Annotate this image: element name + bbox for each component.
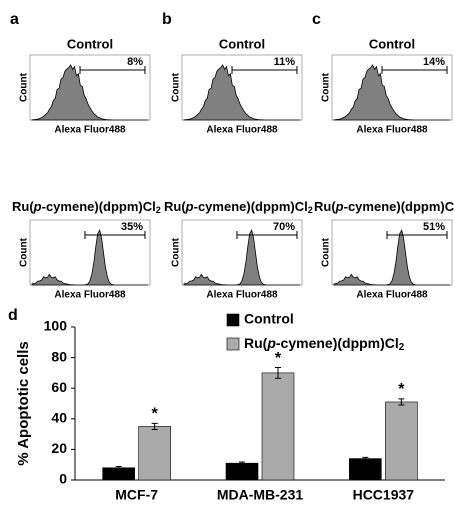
error-bar — [151, 422, 158, 431]
x-axis-label: Alexa Fluor488 — [54, 290, 126, 301]
y-tick-label: 20 — [51, 440, 67, 456]
x-axis-label: Alexa Fluor488 — [206, 125, 278, 136]
histogram-title: Control — [219, 36, 265, 51]
panel-letter: b — [162, 11, 172, 28]
legend-label: Ru(p-cymene)(dppm)Cl2 — [244, 335, 405, 353]
error-bar — [239, 461, 245, 465]
gate — [231, 66, 298, 74]
bar — [225, 462, 259, 481]
bar — [138, 426, 171, 481]
bar — [261, 372, 295, 481]
histogram — [333, 229, 450, 286]
gate-percent: 51% — [423, 221, 445, 233]
y-axis-label: Count — [321, 237, 332, 267]
y-tick-label: 0 — [59, 471, 67, 487]
gate — [236, 231, 298, 239]
panel-letter: c — [312, 11, 321, 28]
gate — [79, 66, 146, 74]
histogram-title: Ru(p-cymene)(dppm)Cl2 — [314, 199, 455, 215]
bar — [385, 401, 418, 481]
histogram-title: Control — [369, 36, 415, 51]
histogram — [333, 64, 450, 121]
y-tick-label: 60 — [51, 379, 67, 395]
x-axis-label: Alexa Fluor488 — [356, 290, 428, 301]
x-tick-label: MDA-MB-231 — [217, 487, 304, 503]
x-axis-label: Alexa Fluor488 — [356, 125, 428, 136]
histogram — [31, 229, 148, 286]
bar — [349, 458, 382, 481]
x-axis-label: Alexa Fluor488 — [206, 290, 278, 301]
error-bar — [115, 466, 122, 470]
x-tick-label: MCF-7 — [115, 487, 158, 503]
histogram-frame — [29, 219, 151, 286]
error-bar — [275, 367, 281, 379]
gate — [84, 231, 146, 239]
legend-swatch — [226, 313, 240, 327]
x-axis-label: Alexa Fluor488 — [54, 125, 126, 136]
gate-percent: 35% — [121, 221, 143, 233]
y-axis-label: Count — [19, 72, 30, 102]
legend-swatch — [226, 337, 240, 351]
panel-letter: d — [8, 307, 18, 324]
histogram — [183, 64, 300, 121]
gate — [386, 231, 448, 239]
gate-percent: 8% — [127, 56, 143, 68]
significance: * — [398, 381, 405, 398]
y-axis-label: Count — [171, 72, 182, 102]
y-axis-label: Count — [19, 237, 30, 267]
y-axis-title: % Apoptotic cells — [15, 341, 32, 465]
y-axis-label: Count — [171, 237, 182, 267]
x-tick-label: HCC1937 — [353, 487, 415, 503]
histogram — [31, 64, 148, 121]
panel-letter: a — [10, 11, 19, 28]
histogram — [183, 229, 300, 286]
gate-percent: 70% — [273, 221, 295, 233]
significance: * — [152, 406, 159, 423]
y-tick-label: 100 — [44, 318, 68, 334]
y-axis-label: Count — [321, 72, 332, 102]
histogram-title: Ru(p-cymene)(dppm)Cl2 — [164, 199, 313, 215]
bar — [102, 467, 135, 481]
histogram-title: Ru(p-cymene)(dppm)Cl2 — [12, 199, 161, 215]
y-tick-label: 40 — [51, 410, 67, 426]
gate-percent: 11% — [274, 56, 296, 68]
legend-label: Control — [244, 311, 294, 327]
histogram-title: Control — [67, 36, 113, 51]
significance: * — [275, 350, 282, 367]
error-bar — [398, 398, 405, 406]
histogram-frame — [331, 219, 453, 286]
gate-percent: 14% — [423, 56, 445, 68]
error-bar — [362, 456, 369, 461]
gate — [381, 66, 448, 74]
y-tick-label: 80 — [51, 348, 67, 364]
